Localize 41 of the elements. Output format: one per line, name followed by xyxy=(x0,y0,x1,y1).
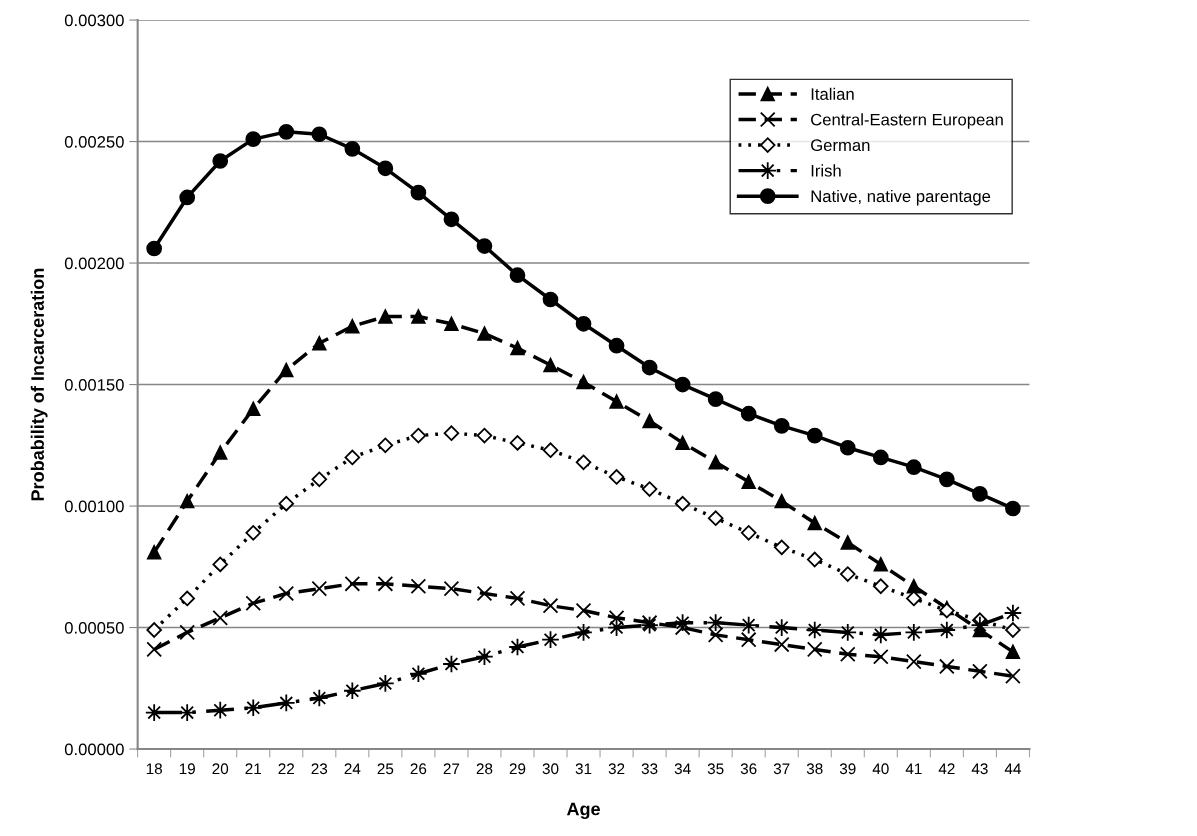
x-tick-label: 41 xyxy=(905,763,922,775)
y-tick-label: 0.00150 xyxy=(64,378,124,391)
legend-label: Central-Eastern European xyxy=(811,113,1003,129)
x-tick-label: 33 xyxy=(641,763,658,775)
x-tick-label: 20 xyxy=(212,763,229,775)
y-tick-label: 0.00000 xyxy=(64,743,124,756)
x-tick-label: 22 xyxy=(278,763,295,775)
x-tick-label: 27 xyxy=(443,763,460,775)
x-tick-label: 44 xyxy=(1004,763,1021,775)
x-tick-label: 30 xyxy=(542,763,559,775)
x-tick-label: 37 xyxy=(773,763,790,775)
x-tick-label: 28 xyxy=(476,763,493,775)
y-tick-label: 0.00050 xyxy=(64,621,124,634)
x-tick-label: 40 xyxy=(872,763,889,775)
y-tick-label: 0.00200 xyxy=(64,257,124,270)
legend-label: Italian xyxy=(811,87,854,100)
x-tick-label: 24 xyxy=(344,763,361,775)
x-tick-label: 32 xyxy=(608,763,625,775)
legend-label: German xyxy=(811,139,870,152)
x-tick-label: 19 xyxy=(179,763,195,775)
x-tick-label: 31 xyxy=(575,763,592,775)
y-tick-label: 0.00250 xyxy=(64,135,124,148)
x-tick-label: 23 xyxy=(311,763,328,775)
x-tick-label: 25 xyxy=(377,763,394,775)
x-tick-label: 38 xyxy=(806,763,823,775)
x-tick-label: 18 xyxy=(146,763,162,775)
y-axis-title: Probability of Incarceration xyxy=(30,268,48,501)
x-tick-label: 34 xyxy=(674,763,691,775)
x-axis-title: Age xyxy=(566,802,600,820)
x-tick-label: 26 xyxy=(410,763,427,775)
x-tick-label: 42 xyxy=(938,763,955,775)
x-tick-label: 43 xyxy=(971,763,988,775)
y-tick-label: 0.00300 xyxy=(64,14,124,27)
y-tick-label: 0.00100 xyxy=(64,500,124,513)
legend-label: Irish xyxy=(811,164,841,177)
x-tick-label: 35 xyxy=(707,763,724,775)
x-tick-label: 39 xyxy=(839,763,856,775)
x-tick-label: 21 xyxy=(245,763,262,775)
x-tick-label: 29 xyxy=(509,763,526,775)
legend-label: Native, native parentage xyxy=(811,189,991,206)
x-tick-label: 36 xyxy=(740,763,757,775)
